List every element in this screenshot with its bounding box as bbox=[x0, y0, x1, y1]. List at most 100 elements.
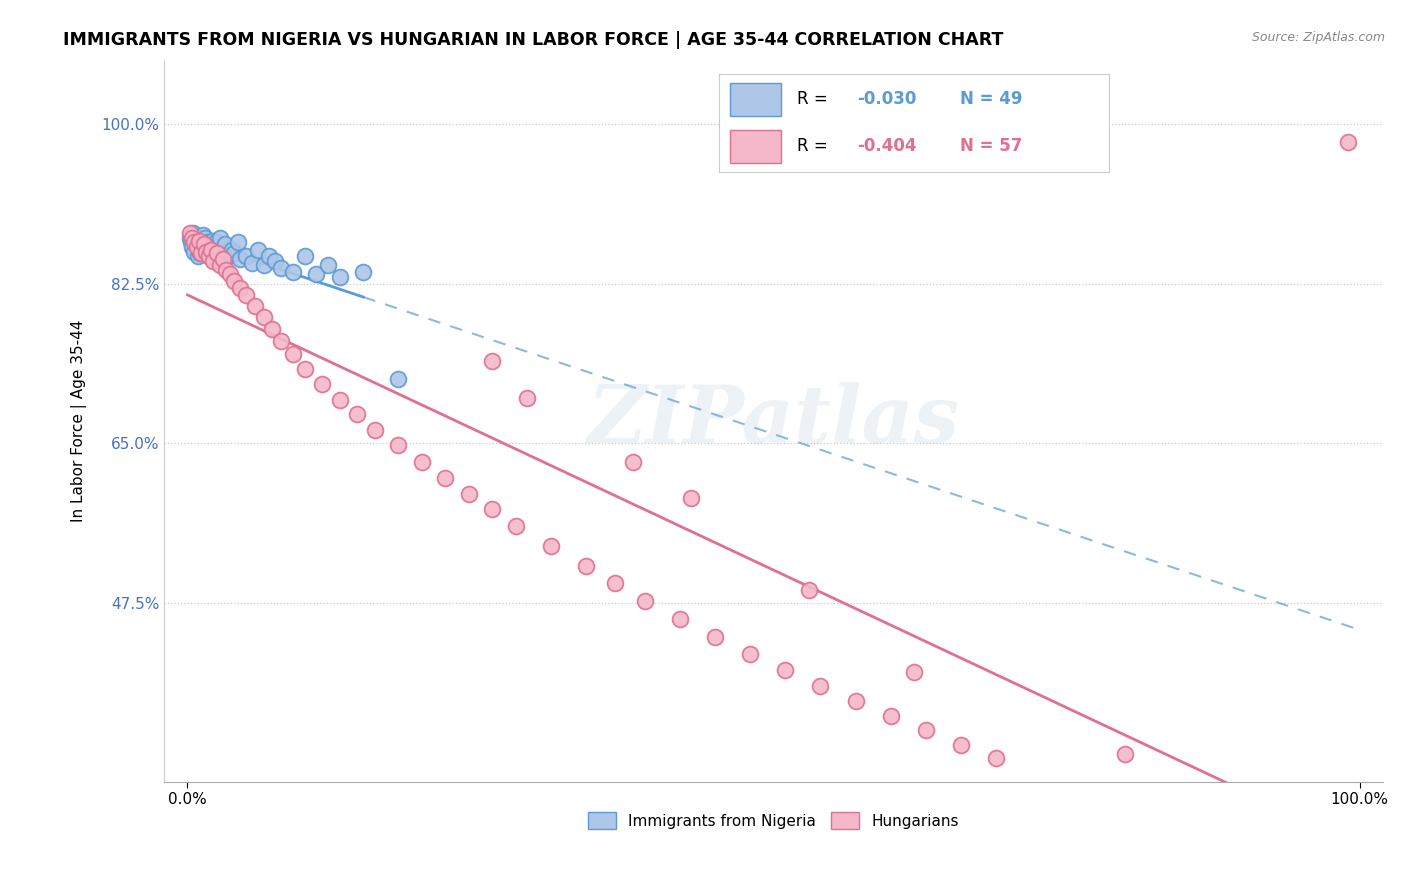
Point bbox=[903, 665, 925, 679]
Point bbox=[681, 491, 703, 506]
Point bbox=[294, 361, 316, 376]
Point bbox=[605, 576, 627, 591]
Point bbox=[294, 249, 316, 263]
Point bbox=[215, 262, 238, 277]
Point bbox=[240, 255, 263, 269]
Point bbox=[329, 270, 352, 285]
Point bbox=[181, 231, 204, 245]
Point bbox=[352, 265, 374, 279]
Point bbox=[224, 246, 246, 260]
Point bbox=[188, 243, 211, 257]
Point bbox=[364, 423, 387, 437]
Point bbox=[205, 246, 228, 260]
Point bbox=[621, 455, 644, 469]
Point bbox=[184, 234, 207, 248]
Point bbox=[540, 539, 562, 553]
Point bbox=[214, 237, 236, 252]
Point bbox=[191, 228, 214, 243]
Point bbox=[205, 249, 228, 263]
Point bbox=[200, 243, 222, 257]
Point bbox=[202, 240, 225, 254]
Point bbox=[224, 274, 246, 288]
Point bbox=[201, 234, 224, 248]
Y-axis label: In Labor Force | Age 35-44: In Labor Force | Age 35-44 bbox=[72, 319, 87, 522]
Point bbox=[209, 231, 232, 245]
Point bbox=[246, 243, 269, 257]
Point bbox=[198, 237, 221, 252]
Point bbox=[245, 299, 267, 313]
Point bbox=[270, 260, 292, 275]
Point bbox=[186, 237, 208, 252]
Point bbox=[260, 322, 283, 336]
Point bbox=[217, 249, 239, 263]
Point bbox=[252, 310, 274, 325]
Point bbox=[844, 694, 866, 708]
Point bbox=[187, 249, 209, 263]
Point bbox=[202, 253, 225, 268]
Legend: Immigrants from Nigeria, Hungarians: Immigrants from Nigeria, Hungarians bbox=[582, 805, 965, 836]
Point bbox=[738, 647, 761, 661]
Point bbox=[197, 249, 219, 263]
Point bbox=[181, 240, 204, 254]
Point bbox=[188, 246, 211, 260]
Point bbox=[197, 249, 219, 263]
Point bbox=[179, 227, 201, 241]
Point bbox=[505, 518, 527, 533]
Point bbox=[264, 253, 287, 268]
Point bbox=[195, 235, 218, 250]
Point bbox=[183, 244, 205, 259]
Point bbox=[411, 455, 433, 469]
Point bbox=[311, 377, 333, 392]
Point bbox=[190, 240, 212, 254]
Text: ZIPatlas: ZIPatlas bbox=[588, 382, 959, 459]
Point bbox=[204, 235, 226, 250]
Text: Source: ZipAtlas.com: Source: ZipAtlas.com bbox=[1251, 31, 1385, 45]
Point bbox=[808, 679, 831, 693]
Point bbox=[575, 558, 598, 573]
Point bbox=[221, 243, 243, 257]
Point bbox=[200, 244, 222, 259]
Point bbox=[434, 471, 457, 485]
Point bbox=[193, 244, 215, 259]
Point bbox=[457, 487, 479, 501]
Point bbox=[229, 281, 252, 295]
Point bbox=[218, 268, 240, 282]
Point bbox=[516, 391, 538, 405]
Point bbox=[226, 235, 249, 250]
Point bbox=[207, 243, 229, 257]
Point bbox=[633, 593, 655, 607]
Point bbox=[879, 709, 901, 723]
Point bbox=[703, 630, 725, 644]
Point bbox=[179, 231, 201, 245]
Point bbox=[668, 612, 690, 626]
Point bbox=[195, 243, 218, 257]
Point bbox=[186, 240, 208, 254]
Point bbox=[281, 347, 304, 361]
Point bbox=[387, 438, 409, 452]
Point bbox=[229, 252, 252, 266]
Point bbox=[180, 235, 202, 250]
Point bbox=[183, 235, 205, 250]
Point bbox=[181, 227, 204, 241]
Point bbox=[259, 249, 281, 263]
Point bbox=[235, 288, 257, 302]
Point bbox=[270, 334, 292, 348]
Point bbox=[281, 265, 304, 279]
Point bbox=[773, 663, 796, 677]
Point bbox=[188, 234, 211, 248]
Point bbox=[986, 751, 1008, 765]
Point bbox=[190, 246, 212, 260]
Point bbox=[193, 237, 215, 252]
Point bbox=[305, 268, 328, 282]
Point bbox=[211, 244, 233, 259]
Point bbox=[235, 249, 257, 263]
Point bbox=[950, 738, 973, 752]
Point bbox=[797, 582, 820, 597]
Point bbox=[481, 354, 503, 368]
Point bbox=[481, 502, 503, 516]
Point bbox=[194, 231, 217, 245]
Point bbox=[202, 246, 225, 260]
Point bbox=[195, 244, 218, 259]
Point bbox=[188, 235, 211, 250]
Point bbox=[252, 258, 274, 272]
